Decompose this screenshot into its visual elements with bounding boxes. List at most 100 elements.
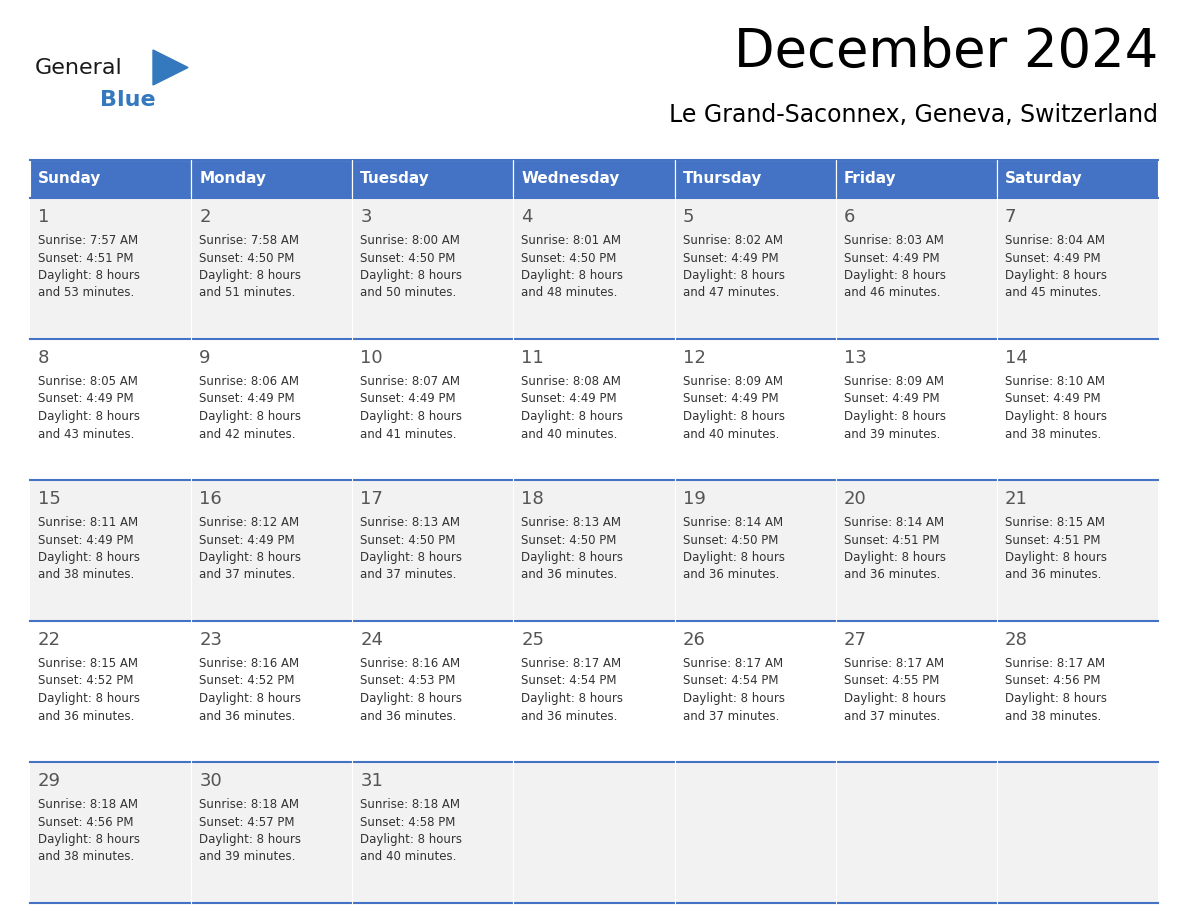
- Text: Thursday: Thursday: [683, 172, 762, 186]
- Text: and 38 minutes.: and 38 minutes.: [38, 850, 134, 864]
- Text: Daylight: 8 hours: Daylight: 8 hours: [38, 410, 140, 423]
- Text: 29: 29: [38, 772, 61, 790]
- Text: 15: 15: [38, 490, 61, 508]
- Text: Sunset: 4:49 PM: Sunset: 4:49 PM: [843, 393, 940, 406]
- Text: Sunrise: 8:00 AM: Sunrise: 8:00 AM: [360, 234, 460, 247]
- Text: Sunrise: 8:13 AM: Sunrise: 8:13 AM: [522, 516, 621, 529]
- Text: and 46 minutes.: and 46 minutes.: [843, 286, 940, 299]
- Text: 25: 25: [522, 631, 544, 649]
- Text: Sunset: 4:58 PM: Sunset: 4:58 PM: [360, 815, 456, 829]
- Text: and 36 minutes.: and 36 minutes.: [522, 710, 618, 722]
- Text: and 36 minutes.: and 36 minutes.: [38, 710, 134, 722]
- Text: Daylight: 8 hours: Daylight: 8 hours: [522, 410, 624, 423]
- Text: 21: 21: [1005, 490, 1028, 508]
- Text: Sunrise: 8:10 AM: Sunrise: 8:10 AM: [1005, 375, 1105, 388]
- Text: Daylight: 8 hours: Daylight: 8 hours: [360, 551, 462, 564]
- Text: Sunrise: 8:06 AM: Sunrise: 8:06 AM: [200, 375, 299, 388]
- Bar: [835, 160, 997, 198]
- Text: Sunset: 4:49 PM: Sunset: 4:49 PM: [200, 393, 295, 406]
- Text: 6: 6: [843, 208, 855, 226]
- Text: Friday: Friday: [843, 172, 897, 186]
- Text: Daylight: 8 hours: Daylight: 8 hours: [38, 833, 140, 846]
- Bar: [30, 339, 191, 480]
- Text: 26: 26: [683, 631, 706, 649]
- Text: Saturday: Saturday: [1005, 172, 1082, 186]
- Text: Sunrise: 8:08 AM: Sunrise: 8:08 AM: [522, 375, 621, 388]
- Bar: [513, 198, 675, 339]
- Bar: [835, 621, 997, 762]
- Text: and 37 minutes.: and 37 minutes.: [200, 568, 296, 581]
- Bar: [675, 762, 835, 903]
- Text: Le Grand-Saconnex, Geneva, Switzerland: Le Grand-Saconnex, Geneva, Switzerland: [669, 103, 1158, 127]
- Text: Sunset: 4:49 PM: Sunset: 4:49 PM: [38, 393, 134, 406]
- Text: 5: 5: [683, 208, 694, 226]
- Bar: [513, 339, 675, 480]
- Text: Sunrise: 8:13 AM: Sunrise: 8:13 AM: [360, 516, 460, 529]
- Text: Daylight: 8 hours: Daylight: 8 hours: [843, 551, 946, 564]
- Text: Daylight: 8 hours: Daylight: 8 hours: [38, 692, 140, 705]
- Text: 19: 19: [683, 490, 706, 508]
- Text: Sunset: 4:51 PM: Sunset: 4:51 PM: [843, 533, 940, 546]
- Text: Daylight: 8 hours: Daylight: 8 hours: [38, 551, 140, 564]
- Text: Daylight: 8 hours: Daylight: 8 hours: [522, 692, 624, 705]
- Text: Sunset: 4:50 PM: Sunset: 4:50 PM: [360, 252, 456, 264]
- Text: 23: 23: [200, 631, 222, 649]
- Text: and 40 minutes.: and 40 minutes.: [360, 850, 456, 864]
- Text: 4: 4: [522, 208, 533, 226]
- Text: 2: 2: [200, 208, 210, 226]
- Text: Sunrise: 8:01 AM: Sunrise: 8:01 AM: [522, 234, 621, 247]
- Bar: [353, 160, 513, 198]
- Text: Daylight: 8 hours: Daylight: 8 hours: [200, 551, 302, 564]
- Text: Daylight: 8 hours: Daylight: 8 hours: [200, 269, 302, 282]
- Text: 31: 31: [360, 772, 384, 790]
- Text: Sunrise: 8:15 AM: Sunrise: 8:15 AM: [1005, 516, 1105, 529]
- Text: Sunset: 4:49 PM: Sunset: 4:49 PM: [200, 533, 295, 546]
- Text: Daylight: 8 hours: Daylight: 8 hours: [200, 833, 302, 846]
- Text: Sunrise: 8:09 AM: Sunrise: 8:09 AM: [843, 375, 943, 388]
- Text: Daylight: 8 hours: Daylight: 8 hours: [360, 269, 462, 282]
- Text: and 48 minutes.: and 48 minutes.: [522, 286, 618, 299]
- Bar: [997, 480, 1158, 621]
- Text: Daylight: 8 hours: Daylight: 8 hours: [522, 551, 624, 564]
- Text: 22: 22: [38, 631, 61, 649]
- Text: Daylight: 8 hours: Daylight: 8 hours: [360, 410, 462, 423]
- Bar: [835, 339, 997, 480]
- Bar: [30, 621, 191, 762]
- Text: 10: 10: [360, 349, 383, 367]
- Text: Daylight: 8 hours: Daylight: 8 hours: [1005, 551, 1107, 564]
- Text: Daylight: 8 hours: Daylight: 8 hours: [843, 692, 946, 705]
- Text: Sunset: 4:56 PM: Sunset: 4:56 PM: [1005, 675, 1100, 688]
- Text: Daylight: 8 hours: Daylight: 8 hours: [683, 269, 784, 282]
- Bar: [997, 160, 1158, 198]
- Bar: [675, 621, 835, 762]
- Text: Daylight: 8 hours: Daylight: 8 hours: [683, 410, 784, 423]
- Text: 14: 14: [1005, 349, 1028, 367]
- Text: and 38 minutes.: and 38 minutes.: [38, 568, 134, 581]
- Text: Sunset: 4:50 PM: Sunset: 4:50 PM: [200, 252, 295, 264]
- Bar: [835, 198, 997, 339]
- Text: and 36 minutes.: and 36 minutes.: [843, 568, 940, 581]
- Text: Daylight: 8 hours: Daylight: 8 hours: [522, 269, 624, 282]
- Text: Monday: Monday: [200, 172, 266, 186]
- Text: Sunset: 4:57 PM: Sunset: 4:57 PM: [200, 815, 295, 829]
- Text: Daylight: 8 hours: Daylight: 8 hours: [683, 692, 784, 705]
- Text: Sunset: 4:50 PM: Sunset: 4:50 PM: [522, 533, 617, 546]
- Text: and 36 minutes.: and 36 minutes.: [683, 568, 779, 581]
- Text: Sunrise: 8:15 AM: Sunrise: 8:15 AM: [38, 657, 138, 670]
- Text: Sunset: 4:51 PM: Sunset: 4:51 PM: [1005, 533, 1100, 546]
- Text: 7: 7: [1005, 208, 1017, 226]
- Text: Daylight: 8 hours: Daylight: 8 hours: [360, 833, 462, 846]
- Text: 20: 20: [843, 490, 866, 508]
- Bar: [997, 621, 1158, 762]
- Text: Sunset: 4:53 PM: Sunset: 4:53 PM: [360, 675, 456, 688]
- Text: and 37 minutes.: and 37 minutes.: [843, 710, 940, 722]
- Bar: [30, 480, 191, 621]
- Bar: [513, 160, 675, 198]
- Bar: [675, 198, 835, 339]
- Text: Sunrise: 8:03 AM: Sunrise: 8:03 AM: [843, 234, 943, 247]
- Text: and 36 minutes.: and 36 minutes.: [522, 568, 618, 581]
- Text: and 40 minutes.: and 40 minutes.: [683, 428, 779, 441]
- Text: Sunrise: 8:17 AM: Sunrise: 8:17 AM: [522, 657, 621, 670]
- Bar: [191, 160, 353, 198]
- Text: Sunset: 4:49 PM: Sunset: 4:49 PM: [38, 533, 134, 546]
